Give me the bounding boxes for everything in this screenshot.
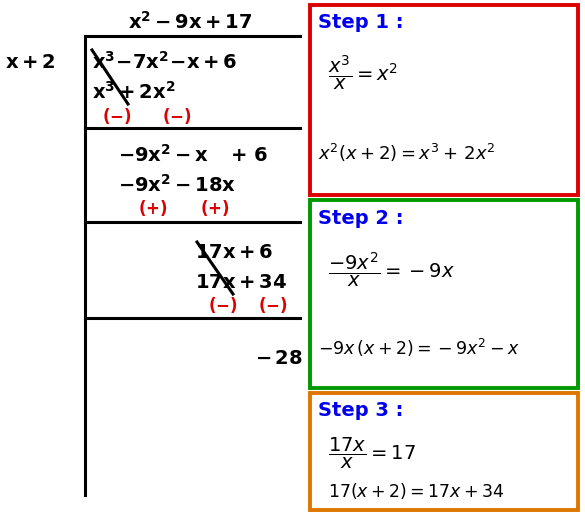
Text: $\dfrac{17x}{x} = 17$: $\dfrac{17x}{x} = 17$ [328, 435, 416, 471]
Bar [310, 393, 578, 510]
Bar [310, 200, 578, 388]
Text: $\mathbf{(-)}$: $\mathbf{(-)}$ [208, 295, 238, 315]
Text: $\mathbf{-\,28}$: $\mathbf{-\,28}$ [255, 348, 302, 368]
Text: $\mathbf{-9x^2 - x \quad +\, 6}$: $\mathbf{-9x^2 - x \quad +\, 6}$ [118, 144, 268, 166]
Text: $\dfrac{x^3}{x} = x^2$: $\dfrac{x^3}{x} = x^2$ [328, 54, 398, 93]
Text: $\mathbf{(-)}$: $\mathbf{(-)}$ [162, 106, 192, 126]
Text: Step 1 :: Step 1 : [318, 14, 404, 32]
Text: $\mathbf{x + 2}$: $\mathbf{x + 2}$ [5, 53, 56, 71]
Text: $\mathbf{(-)}$: $\mathbf{(-)}$ [102, 106, 132, 126]
Text: Step 2 :: Step 2 : [318, 209, 404, 228]
Text: $\mathbf{x^3\!-\!7x^2\!-\!x+6}$: $\mathbf{x^3\!-\!7x^2\!-\!x+6}$ [92, 51, 238, 73]
Text: $-9x\,(x+2) = -9x^2 - x$: $-9x\,(x+2) = -9x^2 - x$ [318, 337, 519, 359]
Text: $\mathbf{(+)}$: $\mathbf{(+)}$ [138, 198, 168, 218]
Text: $\dfrac{-9x^2}{x} = -9x$: $\dfrac{-9x^2}{x} = -9x$ [328, 251, 455, 290]
Text: $\mathbf{17x + 34}$: $\mathbf{17x + 34}$ [195, 272, 287, 292]
Bar [310, 5, 578, 195]
Text: Step 3 :: Step 3 : [318, 401, 404, 421]
Text: $\mathbf{-9x^2 - 18x}$: $\mathbf{-9x^2 - 18x}$ [118, 174, 236, 196]
Text: $\mathbf{17x + 6}$: $\mathbf{17x + 6}$ [195, 242, 273, 262]
Text: $\mathbf{(+)}$: $\mathbf{(+)}$ [200, 198, 230, 218]
Text: $\mathbf{x^3+2x^2}$: $\mathbf{x^3+2x^2}$ [92, 81, 176, 103]
Text: $\mathbf{(-)}$: $\mathbf{(-)}$ [258, 295, 288, 315]
Text: $x^2(x+2)=x^3+\,2x^2$: $x^2(x+2)=x^3+\,2x^2$ [318, 142, 495, 164]
Text: $17(x+2) = 17x + 34$: $17(x+2) = 17x + 34$ [328, 481, 504, 501]
Text: $\mathbf{x^2 - 9x + 17}$: $\mathbf{x^2 - 9x + 17}$ [128, 11, 252, 33]
